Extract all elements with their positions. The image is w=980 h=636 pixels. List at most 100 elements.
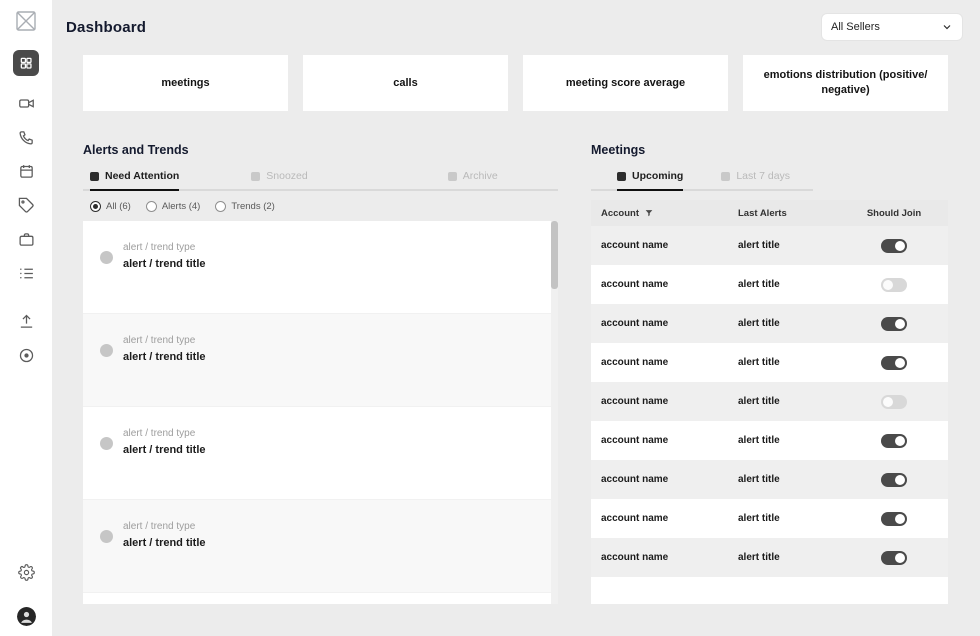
alert-avatar <box>100 251 113 264</box>
should-join-toggle[interactable] <box>881 355 907 370</box>
should-join-toggle[interactable] <box>881 511 907 526</box>
tab-snoozed[interactable]: Snoozed <box>251 170 308 191</box>
alert-title: alert / trend title <box>123 444 206 456</box>
alert-list-item[interactable]: alert / trend type alert / trend title <box>83 314 558 407</box>
should-join-toggle[interactable] <box>881 472 907 487</box>
alert-avatar <box>100 437 113 450</box>
alert-title: alert title <box>738 357 780 368</box>
tab-last-7-days[interactable]: Last 7 days <box>721 170 790 191</box>
meeting-table-row[interactable]: account name alert title <box>591 343 948 382</box>
toggle-knob <box>895 474 905 485</box>
meeting-table-row[interactable]: account name alert title <box>591 421 948 460</box>
alert-title: alert title <box>738 474 780 485</box>
content-columns: Alerts and Trends Need Attention Snoozed… <box>83 143 948 604</box>
alerts-filter-radios: All (6) Alerts (4) Trends (2) <box>90 201 558 212</box>
alert-title: alert title <box>738 552 780 563</box>
should-join-toggle[interactable] <box>881 433 907 448</box>
toggle-knob <box>895 435 905 446</box>
meeting-table-row[interactable]: account name alert title <box>591 499 948 538</box>
alert-title: alert title <box>738 279 780 290</box>
alert-title: alert title <box>738 240 780 251</box>
alert-title: alert title <box>738 318 780 329</box>
summary-cards: meetings calls meeting score average emo… <box>83 55 948 111</box>
column-header-account: Account <box>601 207 639 219</box>
calendar-icon <box>19 164 33 178</box>
alert-list-item[interactable]: alert / trend type alert / trend title <box>83 500 558 593</box>
should-join-toggle[interactable] <box>881 550 907 565</box>
dashboard-grid-icon <box>20 57 32 69</box>
seller-filter-dropdown[interactable]: All Sellers <box>821 13 963 41</box>
tab-square-icon <box>251 171 261 181</box>
should-join-toggle[interactable] <box>881 394 907 409</box>
sidebar-item-lists[interactable] <box>15 262 37 284</box>
toggle-knob <box>895 552 905 563</box>
alert-list-item[interactable]: alert / trend type alert / trend title <box>83 221 558 314</box>
sidebar-item-calls[interactable] <box>15 126 37 148</box>
alert-list-item[interactable]: alert / trend type alert / trend title <box>83 407 558 500</box>
meetings-tabs: Upcoming Last 7 days <box>591 170 813 191</box>
account-name: account name <box>601 318 669 329</box>
meetings-table: Account Last Alerts Should Join account … <box>591 200 948 604</box>
alerts-section-title: Alerts and Trends <box>83 143 189 157</box>
account-name: account name <box>601 240 669 251</box>
briefcase-icon <box>18 232 34 246</box>
meeting-table-row[interactable]: account name alert title <box>591 382 948 421</box>
account-name: account name <box>601 552 669 563</box>
sidebar-item-record[interactable] <box>15 344 37 366</box>
alerts-and-trends-section: Alerts and Trends Need Attention Snoozed… <box>83 143 558 604</box>
filter-funnel-icon[interactable] <box>644 208 654 218</box>
sidebar-item-accounts[interactable] <box>15 228 37 250</box>
tab-square-icon <box>447 171 457 181</box>
radio-all[interactable]: All (6) <box>90 201 131 212</box>
card-calls: calls <box>303 55 508 111</box>
alert-type: alert / trend type <box>123 428 196 439</box>
radio-icon <box>145 201 157 212</box>
gear-icon <box>17 563 35 581</box>
account-name: account name <box>601 357 669 368</box>
sidebar-item-recordings[interactable] <box>15 92 37 114</box>
should-join-toggle[interactable] <box>881 316 907 331</box>
column-header-should-join: Should Join <box>866 207 922 219</box>
scrollbar-thumb[interactable] <box>551 221 558 289</box>
user-avatar[interactable] <box>16 607 36 626</box>
sidebar-item-upload[interactable] <box>15 310 37 332</box>
seller-filter-value: All Sellers <box>831 21 880 33</box>
meetings-section-title: Meetings <box>591 143 646 157</box>
page-title: Dashboard <box>66 18 147 36</box>
card-meetings: meetings <box>83 55 288 111</box>
top-bar: Dashboard All Sellers <box>52 0 980 51</box>
alert-title: alert title <box>738 396 780 407</box>
toggle-knob <box>883 396 893 407</box>
meeting-table-row[interactable]: account name alert title <box>591 538 948 577</box>
meeting-table-row[interactable]: account name alert title <box>591 304 948 343</box>
radio-alerts[interactable]: Alerts (4) <box>145 201 200 212</box>
radio-trends[interactable]: Trends (2) <box>215 201 275 212</box>
sidebar-item-tags[interactable] <box>15 194 37 216</box>
toggle-knob <box>883 279 893 290</box>
meetings-section: Meetings Upcoming Last 7 days Account <box>591 143 948 604</box>
phone-icon <box>18 130 33 145</box>
toggle-knob <box>895 240 905 251</box>
toggle-knob <box>895 513 905 524</box>
tab-upcoming[interactable]: Upcoming <box>617 170 684 191</box>
account-name: account name <box>601 396 669 407</box>
meeting-table-row[interactable]: account name alert title <box>591 265 948 304</box>
record-icon <box>19 348 33 362</box>
alert-type: alert / trend type <box>123 335 196 346</box>
meeting-table-row[interactable]: account name alert title <box>591 226 948 265</box>
tab-archive[interactable]: Archive <box>447 170 498 191</box>
radio-icon <box>215 201 227 212</box>
sidebar-item-calendar[interactable] <box>15 160 37 182</box>
alerts-list: alert / trend type alert / trend title a… <box>83 221 558 604</box>
meeting-table-row[interactable]: account name alert title <box>591 460 948 499</box>
tab-need-attention[interactable]: Need Attention <box>90 170 180 191</box>
sidebar-item-settings[interactable] <box>15 561 37 583</box>
should-join-toggle[interactable] <box>881 277 907 292</box>
app-logo-icon[interactable] <box>13 8 39 34</box>
column-header-last-alerts: Last Alerts <box>738 207 787 219</box>
sidebar-item-dashboard[interactable] <box>13 50 39 76</box>
tab-square-icon <box>617 171 626 181</box>
upload-icon <box>20 314 32 328</box>
should-join-toggle[interactable] <box>881 238 907 253</box>
radio-icon <box>90 201 101 212</box>
